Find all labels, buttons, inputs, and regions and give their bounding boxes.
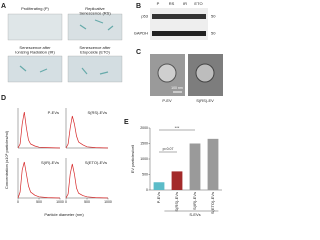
- y-axis-label: Concentration (x10⁸ particles/ml): [4, 130, 9, 189]
- y-tick-label: 1500: [140, 141, 148, 145]
- vesicle: [195, 63, 215, 83]
- y-axis-label: EV particles/cell: [130, 145, 135, 174]
- panel-letter: A: [1, 3, 6, 10]
- x-axis-label: Particle diameter (nm): [44, 212, 84, 217]
- nta-curve: [17, 111, 61, 149]
- micrograph: [7, 13, 63, 41]
- x-tick-label: P-EVs: [156, 192, 161, 203]
- series-label: S(RS)-EVs: [87, 110, 107, 115]
- panel-b-blot: [150, 8, 208, 40]
- y-tick-label: 2000: [140, 126, 148, 130]
- image-label: Ionizing Radiation (IR): [15, 49, 55, 54]
- bar: [189, 143, 201, 190]
- series-label: S(ETO)-EVs: [85, 160, 107, 165]
- y-tick-label: 1000: [140, 157, 148, 161]
- image-label: Replicative: [85, 6, 105, 11]
- x-tick-label: 500: [84, 200, 90, 204]
- x-tick-label: S(ETO)-EVs: [210, 192, 215, 214]
- y-tick-label: 0: [146, 188, 148, 192]
- x-tick-label: S(IR)-EVs: [192, 192, 197, 210]
- bar: [207, 138, 219, 190]
- image-label: Senescence (RS): [79, 10, 111, 15]
- image-label: P-EV: [162, 98, 172, 103]
- page: A B C D E Proliferating (P) Replicative Senesce…: [1, 1, 223, 218]
- x-tick-label: 1000: [56, 200, 64, 204]
- x-tick-label: 1000: [104, 200, 112, 204]
- y-tick-label: 500: [142, 172, 148, 176]
- x-tick-label: 0: [17, 200, 19, 204]
- panel-letter: D: [1, 95, 6, 102]
- lane-label: RS: [169, 1, 175, 6]
- bar: [153, 182, 165, 190]
- band: [152, 31, 206, 36]
- panel-a-images: [7, 13, 123, 83]
- bar: [171, 171, 183, 190]
- series-label: P-EVs: [48, 110, 59, 115]
- micrograph: [7, 55, 63, 83]
- group-label: S-EVs: [189, 212, 200, 217]
- lane-label: ETO: [194, 1, 202, 6]
- panel-c-images: [150, 54, 223, 96]
- x-tick-label: S(RS)-EVs: [174, 192, 179, 212]
- nta-curve: [65, 163, 109, 199]
- image-label: Senescence after: [19, 45, 51, 50]
- cells: [19, 19, 114, 75]
- series-label: S(IR)-EVs: [41, 160, 59, 165]
- vesicle: [157, 63, 177, 83]
- image-label: Etoposide (ETO): [80, 49, 110, 54]
- micrograph: [67, 13, 123, 41]
- row-label: GAPDH: [134, 31, 148, 36]
- panel-letter: C: [136, 49, 141, 56]
- mw-marker: 50: [211, 31, 216, 36]
- image-label: Proliferating (P): [21, 6, 49, 11]
- mw-marker: 50: [211, 14, 216, 19]
- x-tick-label: 0: [65, 200, 67, 204]
- image-label: Senescence after: [79, 45, 111, 50]
- lane-label: P: [157, 1, 160, 6]
- panel-letter: E: [124, 119, 129, 126]
- x-tick-label: 500: [36, 200, 42, 204]
- annotation: ***: [175, 125, 180, 130]
- annotation: p=0.07: [163, 147, 174, 151]
- nta-curve: [65, 115, 109, 149]
- image-label: S(RS)-EV: [196, 98, 214, 103]
- lane-label: IR: [183, 1, 187, 6]
- band: [152, 14, 206, 19]
- nta-curve: [17, 161, 61, 199]
- micrograph: [67, 55, 123, 83]
- row-label: p53: [141, 14, 148, 19]
- scale-label: 100 nm: [171, 86, 183, 90]
- panel-letter: B: [136, 3, 141, 10]
